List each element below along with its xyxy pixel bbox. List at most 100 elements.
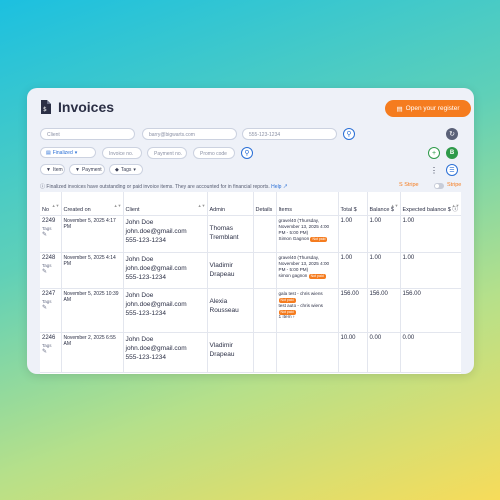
filter-icon: ▼ <box>75 166 80 173</box>
expected-balance-value: 0.00 <box>400 332 461 373</box>
col-no[interactable]: No ▲▼ <box>40 192 62 216</box>
item-line: gala test - chris wiens <box>278 291 323 296</box>
stripe-toggle[interactable] <box>434 183 444 189</box>
sort-icon: ▲▼ <box>451 203 460 208</box>
refresh-button[interactable]: ↻ <box>446 128 458 140</box>
col-items-label: Items <box>278 207 292 213</box>
help-link[interactable]: Help <box>271 184 282 190</box>
client-input[interactable]: Client <box>40 128 135 140</box>
promo-code-input[interactable]: Promo code <box>193 147 235 159</box>
refresh-icon: ↻ <box>449 131 455 138</box>
expected-balance-value: 156.00 <box>400 288 461 333</box>
created-on: November 5, 2025 10:39 AM <box>63 291 119 303</box>
info-text: Finalized invoices have outstanding or p… <box>46 184 270 190</box>
payment-no-input[interactable]: Payment no. <box>147 147 187 159</box>
details-cell <box>253 288 277 333</box>
chevron-right-icon: › <box>292 315 295 320</box>
col-details: Details <box>253 192 277 216</box>
client-name[interactable]: John Doe <box>125 219 154 226</box>
tags-label: Tags <box>42 299 52 304</box>
tags-filter[interactable]: ◆ Tags ▾ <box>109 164 143 175</box>
client-phone: 555-123-1234 <box>125 274 166 281</box>
invoice-icon: $ <box>41 100 51 114</box>
search-button-2[interactable]: ⚲ <box>241 147 253 159</box>
item-filter[interactable]: ▼ Item <box>40 164 65 175</box>
created-on: November 5, 2025 4:14 PM <box>63 255 116 267</box>
status-badge: Not paid <box>308 274 326 279</box>
edit-icon[interactable]: ✎ <box>42 232 48 238</box>
status-icon: ▤ <box>46 149 51 156</box>
invoice-no[interactable]: 2246 <box>42 335 56 341</box>
more-items-label: 1 item <box>278 315 292 320</box>
edit-icon[interactable]: ✎ <box>42 269 48 275</box>
table-row[interactable]: 2246 Tags ✎ November 2, 2025 6:55 AM Joh… <box>40 332 461 373</box>
stripe-filter[interactable]: S Stripe <box>399 182 419 188</box>
info-icon: ⓘ <box>40 184 46 190</box>
client-phone: 555-123-1234 <box>125 354 166 361</box>
sort-icon: ▲▼ <box>113 203 122 208</box>
item-line: test auto - chris wiens <box>278 303 323 308</box>
search-button[interactable]: ⚲ <box>343 128 355 140</box>
col-admin-label: Admin <box>209 207 226 213</box>
invoice-no[interactable]: 2247 <box>42 291 56 297</box>
invoice-no[interactable]: 2248 <box>42 255 56 261</box>
open-register-label: Open your register <box>405 105 460 112</box>
col-created-on[interactable]: Created on ▲▼ <box>61 192 124 216</box>
col-no-label: No <box>42 207 50 213</box>
balance-value: 0.00 <box>367 332 401 373</box>
stripe-icon: S <box>399 182 403 188</box>
client-name[interactable]: John Doe <box>125 336 154 343</box>
chevron-down-icon: ▾ <box>74 149 78 156</box>
client-phone: 555-123-1234 <box>125 237 166 244</box>
more-items-link[interactable]: 1 item › <box>279 315 336 321</box>
col-balance[interactable]: Balance $ ▲▼ <box>367 192 401 216</box>
chevron-down-icon: ▾ <box>133 166 136 173</box>
list-view-button[interactable]: ☰ <box>446 164 458 176</box>
add-button[interactable]: + <box>428 147 440 159</box>
more-options-button[interactable]: ⋮ <box>428 164 440 176</box>
tags-label: Tags <box>42 263 52 268</box>
stripe-filter-label: Stripe <box>404 182 419 188</box>
total-value: 1.00 <box>338 215 368 253</box>
invoice-no-input[interactable]: Invoice no. <box>102 147 142 159</box>
balance-value: 156.00 <box>367 288 401 333</box>
col-total[interactable]: Total $ <box>338 192 368 216</box>
col-client[interactable]: Client ▲▼ <box>123 192 208 216</box>
col-items: Items <box>276 192 339 216</box>
status-badge: Not paid <box>278 310 296 315</box>
table-row[interactable]: 2249 Tags ✎ November 5, 2025 4:17 PM Joh… <box>40 215 461 253</box>
table-row[interactable]: 2248 Tags ✎ November 5, 2025 4:14 PM Joh… <box>40 252 461 289</box>
status-badge: Not paid <box>310 237 328 242</box>
admin-name: Vladimir Drapeau <box>209 262 235 278</box>
payment-filter-label: Payment <box>81 166 102 173</box>
payment-filter[interactable]: ▼ Payment <box>69 164 105 175</box>
table-row[interactable]: 2247 Tags ✎ November 5, 2025 10:39 AM Jo… <box>40 288 461 333</box>
details-cell <box>253 332 277 373</box>
email-input[interactable]: barry@bigwarts.com <box>142 128 237 140</box>
status-select[interactable]: ▤ Finalized ▾ <box>40 147 96 158</box>
client-name[interactable]: John Doe <box>125 292 154 299</box>
invoices-card: $ Invoices ▤ Open your register Client b… <box>27 88 474 374</box>
expected-balance-value: 1.00 <box>400 215 461 253</box>
client-email: john.doe@gmail.com <box>125 228 187 235</box>
phone-input[interactable]: 555-123-1234 <box>242 128 337 140</box>
open-register-button[interactable]: ▤ Open your register <box>385 100 471 117</box>
status-label: Finalized <box>52 149 73 156</box>
export-button[interactable]: B <box>446 147 458 159</box>
sort-icon: ▲▼ <box>51 203 60 208</box>
item-line: gravel40 (Thursday, November 13, 2025 4:… <box>278 255 330 272</box>
client-name[interactable]: John Doe <box>125 256 154 263</box>
invoice-no[interactable]: 2249 <box>42 218 56 224</box>
admin-name: Thomas Tremblant <box>209 225 239 241</box>
col-expected-balance[interactable]: Expected balance $ ⓘ ▲▼ <box>400 192 461 216</box>
table-header-row: No ▲▼ Created on ▲▼ Client ▲▼ Admin Details… <box>40 192 461 216</box>
edit-icon[interactable]: ✎ <box>42 349 48 355</box>
client-email: john.doe@gmail.com <box>125 345 187 352</box>
expected-balance-value: 1.00 <box>400 252 461 289</box>
edit-icon[interactable]: ✎ <box>42 305 48 311</box>
balance-value: 1.00 <box>367 215 401 253</box>
spreadsheet-icon: B <box>449 150 455 156</box>
admin-name: Alexia Rousseau <box>209 298 239 314</box>
created-on: November 2, 2025 6:55 AM <box>63 335 116 347</box>
search-icon: ⚲ <box>244 150 250 157</box>
